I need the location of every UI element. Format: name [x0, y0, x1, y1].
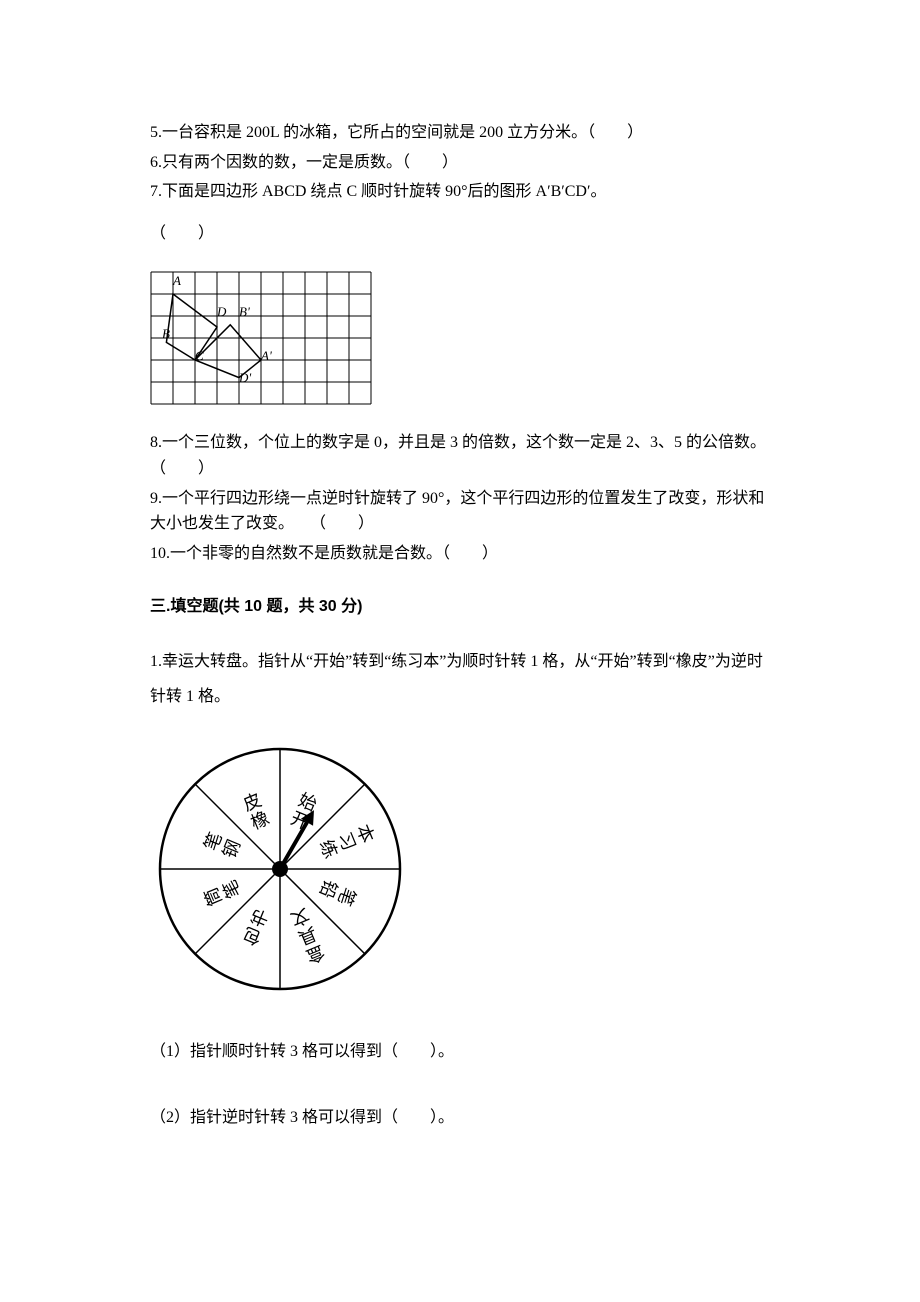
svg-text:D: D — [216, 304, 227, 319]
question-7: 7.下面是四边形 ABCD 绕点 C 顺时针旋转 90°后的图形 A′B′CD′… — [150, 179, 770, 205]
lucky-wheel-svg: 开始练习本铅笔文具盒书包笔筒钢笔橡皮 — [150, 739, 410, 999]
section-3-title: 三.填空题(共 10 题，共 30 分) — [150, 594, 770, 620]
svg-text:B: B — [162, 326, 170, 341]
wheel-figure: 开始练习本铅笔文具盒书包笔筒钢笔橡皮 — [150, 739, 770, 999]
question-9: 9.一个平行四边形绕一点逆时针旋转了 90°，这个平行四边形的位置发生了改变，形… — [150, 486, 770, 537]
svg-text:A': A' — [260, 348, 272, 363]
svg-text:D': D' — [238, 370, 251, 385]
sub-question-1: （1）指针顺时针转 3 格可以得到（ ）。 — [150, 1039, 770, 1065]
fill-question-1: 1.幸运大转盘。指针从“开始”转到“练习本”为顺时针转 1 格，从“开始”转到“… — [150, 644, 770, 714]
question-10: 10.一个非零的自然数不是质数就是合数。（ ） — [150, 541, 770, 567]
question-5: 5.一台容积是 200L 的冰箱，它所占的空间就是 200 立方分米。（ ） — [150, 120, 770, 146]
question-7-paren: （ ） — [150, 221, 770, 247]
svg-text:C: C — [195, 348, 204, 363]
svg-text:A: A — [172, 274, 181, 289]
sub-question-2: （2）指针逆时针转 3 格可以得到（ ）。 — [150, 1105, 770, 1131]
grid-figure: A D B' B C A' D' — [150, 271, 770, 405]
svg-text:B': B' — [239, 304, 250, 319]
question-6: 6.只有两个因数的数，一定是质数。（ ） — [150, 150, 770, 176]
question-8: 8.一个三位数，个位上的数字是 0，并且是 3 的倍数，这个数一定是 2、3、5… — [150, 430, 770, 481]
rotation-grid-svg: A D B' B C A' D' — [150, 271, 372, 405]
